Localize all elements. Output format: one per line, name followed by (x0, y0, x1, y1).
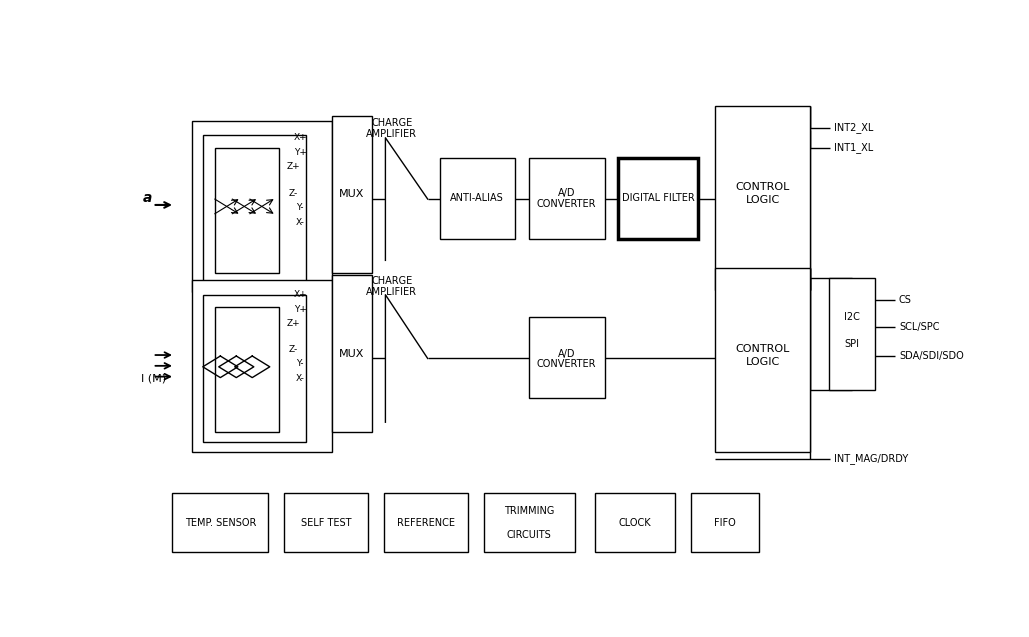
Bar (529, 317, 605, 397)
Text: Z-: Z- (289, 345, 298, 354)
Bar (618, 159, 698, 240)
Text: X-: X- (295, 218, 305, 227)
Bar (439, 159, 516, 240)
Bar (484, 493, 575, 552)
Text: Y-: Y- (296, 203, 304, 212)
Text: AMPLIFIER: AMPLIFIER (366, 287, 418, 297)
Bar (332, 275, 371, 432)
Text: AMPLIFIER: AMPLIFIER (366, 129, 418, 139)
Text: CS: CS (899, 295, 912, 304)
Text: ANTI-ALIAS: ANTI-ALIAS (451, 193, 504, 203)
Text: X-: X- (295, 373, 305, 383)
Text: INT_MAG/DRDY: INT_MAG/DRDY (835, 454, 909, 464)
Bar (828, 278, 875, 390)
Bar (332, 116, 371, 273)
Text: CONVERTER: CONVERTER (537, 199, 596, 209)
Text: CHARGE: CHARGE (371, 118, 413, 128)
Bar (203, 295, 307, 442)
Text: A/D: A/D (558, 348, 575, 359)
Text: CONVERTER: CONVERTER (537, 359, 596, 369)
Text: MUX: MUX (340, 348, 364, 359)
Text: CHARGE: CHARGE (371, 276, 413, 287)
Text: SELF TEST: SELF TEST (300, 518, 351, 528)
Text: INT2_XL: INT2_XL (835, 122, 874, 133)
Text: LOGIC: LOGIC (745, 357, 780, 367)
Text: Y+: Y+ (293, 148, 307, 157)
Text: Y+: Y+ (293, 305, 307, 314)
Text: Z-: Z- (289, 189, 298, 197)
Bar (690, 493, 758, 552)
Text: A/D: A/D (558, 188, 575, 198)
Bar (203, 135, 307, 282)
Text: SPI: SPI (845, 339, 859, 348)
Text: SDA/SDI/SDO: SDA/SDI/SDO (899, 351, 964, 361)
Text: CONTROL: CONTROL (736, 344, 790, 354)
Text: LOGIC: LOGIC (745, 195, 780, 205)
Text: I2C: I2C (844, 311, 860, 322)
Bar (384, 493, 467, 552)
Bar (173, 493, 269, 552)
Text: CIRCUITS: CIRCUITS (507, 530, 552, 540)
Text: MUX: MUX (340, 189, 364, 199)
Bar (715, 106, 811, 290)
Text: FIFO: FIFO (714, 518, 736, 528)
Bar (215, 307, 279, 432)
Bar (595, 493, 675, 552)
Bar (215, 148, 279, 273)
Bar (529, 159, 605, 240)
Text: I (M): I (M) (141, 373, 167, 383)
Text: TRIMMING: TRIMMING (504, 506, 555, 515)
Bar (715, 268, 811, 452)
Text: TEMP. SENSOR: TEMP. SENSOR (184, 518, 256, 528)
Text: DIGITAL FILTER: DIGITAL FILTER (622, 193, 695, 203)
Text: Z+: Z+ (287, 318, 300, 327)
Text: SCL/SPC: SCL/SPC (899, 322, 939, 332)
Text: Y-: Y- (296, 359, 304, 368)
Text: REFERENCE: REFERENCE (397, 518, 455, 528)
Text: CLOCK: CLOCK (618, 518, 651, 528)
Bar (192, 280, 332, 452)
Text: X+: X+ (293, 133, 307, 142)
Text: Z+: Z+ (287, 162, 300, 171)
Text: CONTROL: CONTROL (736, 182, 790, 192)
Bar (192, 120, 332, 292)
Text: a: a (143, 191, 152, 205)
Text: INT1_XL: INT1_XL (835, 142, 874, 153)
Bar (284, 493, 368, 552)
Text: X+: X+ (293, 290, 307, 299)
